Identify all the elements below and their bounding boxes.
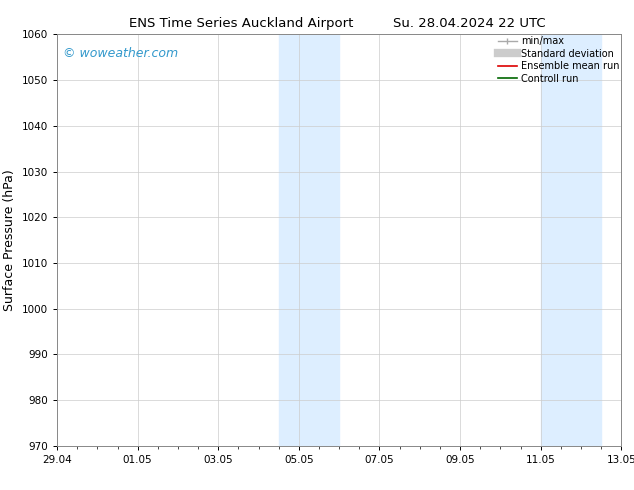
Bar [279,34,339,446]
Legend: min/max, Standard deviation, Ensemble mean run, Controll run: min/max, Standard deviation, Ensemble me… [498,36,619,83]
Y-axis label: Surface Pressure (hPa): Surface Pressure (hPa) [3,169,16,311]
Bar [541,34,601,446]
Text: ENS Time Series Auckland Airport: ENS Time Series Auckland Airport [129,17,353,30]
Title: ENS Time Series Auckland Airport     Su. 28.04.2024 22 UTC: ENS Time Series Auckland Airport Su. 28.… [0,489,1,490]
Text: © woweather.com: © woweather.com [63,47,178,60]
Text: Su. 28.04.2024 22 UTC: Su. 28.04.2024 22 UTC [393,17,545,30]
